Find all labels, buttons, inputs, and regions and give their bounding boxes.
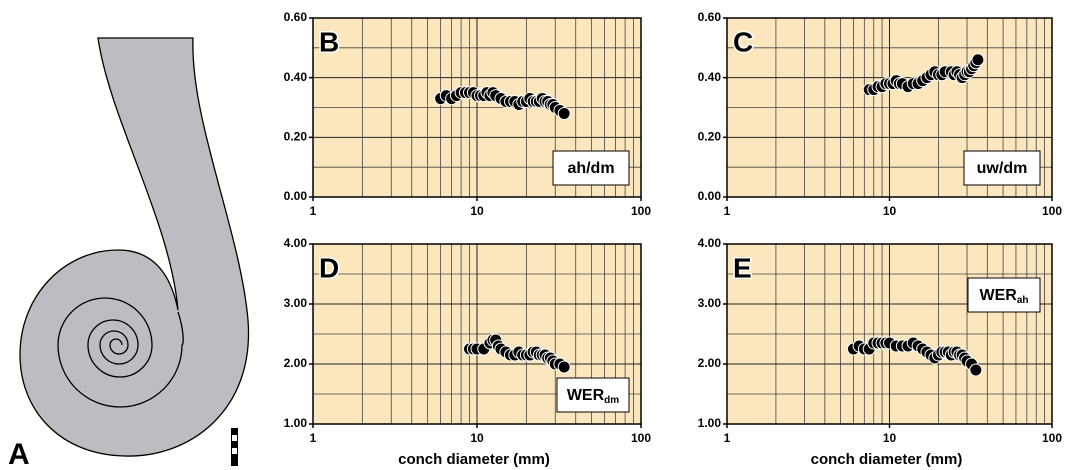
y-tick-label: 3.00 xyxy=(698,296,722,310)
label-text: uw/dm xyxy=(977,160,1028,177)
x-axis-label: conch diameter (mm) xyxy=(398,451,550,468)
y-tick-label: 0.40 xyxy=(284,70,308,84)
x-tick-label: 10 xyxy=(470,204,484,218)
x-tick-label: 100 xyxy=(631,204,651,218)
x-axis-label: conch diameter (mm) xyxy=(811,451,963,468)
label-subscript: ah xyxy=(1017,295,1029,306)
x-tick-label: 1 xyxy=(724,431,731,445)
label-main: uw/dm xyxy=(977,160,1028,177)
y-tick-label: 0.00 xyxy=(284,189,308,203)
plot-frame xyxy=(726,17,1053,198)
x-tick-label: 1 xyxy=(724,204,731,218)
shell-outline xyxy=(19,37,250,457)
panel-label: C xyxy=(733,26,753,57)
data-point xyxy=(969,363,983,377)
x-tick-label: 100 xyxy=(631,431,651,445)
panel-label: E xyxy=(733,252,752,283)
label-text: WERdm xyxy=(567,387,619,405)
x-tick-label: 10 xyxy=(470,431,484,445)
label-box xyxy=(963,150,1041,186)
shell-spiral xyxy=(57,297,184,408)
x-tick-label: 100 xyxy=(1042,204,1062,218)
label-main: ah/dm xyxy=(567,160,614,177)
data-point xyxy=(557,106,571,120)
y-tick-label: 0.60 xyxy=(284,10,308,24)
label-box xyxy=(967,277,1041,313)
y-tick-label: 0.20 xyxy=(284,130,308,144)
label-box xyxy=(552,150,630,186)
y-tick-label: 0.60 xyxy=(698,10,722,24)
panel-label: B xyxy=(319,26,339,57)
y-tick-label: 2.00 xyxy=(698,356,722,370)
y-tick-label: 2.00 xyxy=(284,356,308,370)
plot-frame xyxy=(312,17,642,198)
panel-label: A xyxy=(8,438,30,470)
y-tick-label: 0.40 xyxy=(698,70,722,84)
y-tick-label: 4.00 xyxy=(698,236,722,250)
x-tick-label: 10 xyxy=(883,204,897,218)
plot-frame xyxy=(312,243,642,425)
label-main: WER xyxy=(567,387,605,404)
y-tick-label: 1.00 xyxy=(284,416,308,430)
x-tick-label: 100 xyxy=(1042,431,1062,445)
x-tick-label: 1 xyxy=(310,431,317,445)
y-tick-label: 4.00 xyxy=(284,236,308,250)
shell-drawing xyxy=(19,37,250,466)
scale-bar-segment xyxy=(232,435,237,441)
x-tick-label: 1 xyxy=(310,204,317,218)
label-text: WERah xyxy=(980,287,1029,305)
y-tick-label: 0.00 xyxy=(698,189,722,203)
x-tick-label: 10 xyxy=(883,431,897,445)
panel-label: D xyxy=(319,252,339,283)
scale-bar-segment xyxy=(232,448,237,454)
label-subscript: dm xyxy=(604,395,619,406)
y-tick-label: 3.00 xyxy=(284,296,308,310)
data-point xyxy=(971,53,985,67)
scale-bar xyxy=(231,428,238,466)
plot-frame xyxy=(726,243,1053,425)
y-tick-label: 0.20 xyxy=(698,130,722,144)
label-text: ah/dm xyxy=(567,160,614,177)
label-main: WER xyxy=(980,287,1018,304)
data-point xyxy=(557,360,571,374)
label-box xyxy=(556,377,630,413)
y-tick-label: 1.00 xyxy=(698,416,722,430)
